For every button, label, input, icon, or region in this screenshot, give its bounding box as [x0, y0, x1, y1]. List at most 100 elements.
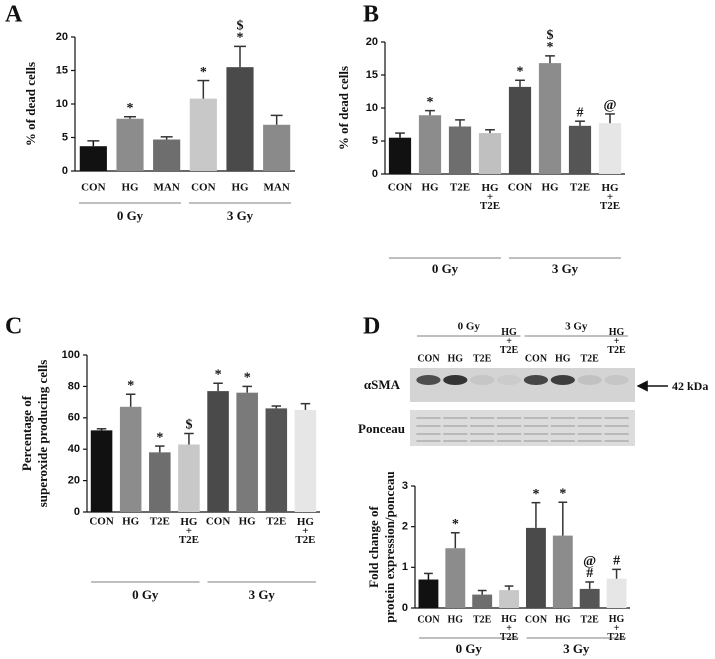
- x-tick-label: T2E: [266, 516, 286, 528]
- blot-band: [496, 375, 522, 385]
- y-tick-label: 20: [366, 36, 378, 48]
- significance-marker: @ #: [583, 554, 596, 581]
- x-tick-label: T2E: [570, 182, 590, 194]
- x-tick-label: CON: [191, 182, 216, 194]
- significance-marker: $ *: [237, 19, 244, 46]
- bar: [472, 594, 493, 608]
- bar: [579, 588, 600, 608]
- x-tick-label: CON: [81, 182, 106, 194]
- y-tick-label: 100: [62, 349, 80, 361]
- bar: [79, 146, 107, 171]
- bar: [598, 123, 622, 174]
- group-label: 3 Gy: [227, 208, 254, 223]
- bar: [116, 118, 144, 171]
- y-axis-label: % of dead cells: [23, 62, 38, 146]
- bar: [552, 535, 573, 608]
- bar: [294, 409, 317, 512]
- blot-band: [443, 375, 468, 385]
- significance-marker: *: [427, 95, 434, 110]
- significance-marker: *: [156, 430, 163, 445]
- y-tick-label: 0: [402, 602, 408, 614]
- panel-label: A: [5, 2, 23, 28]
- blot-row-label: Ponceau: [358, 421, 405, 436]
- y-tick-label: 5: [372, 135, 378, 147]
- x-tick-label: HG: [239, 516, 257, 528]
- blot-lane-label: CON: [417, 353, 440, 364]
- x-tick-label: T2E: [473, 614, 492, 625]
- panel-label: D: [363, 314, 380, 340]
- x-tick-label: HG + T2E: [600, 182, 620, 212]
- x-tick-label: MAN: [264, 182, 290, 194]
- significance-marker: @: [603, 98, 616, 113]
- y-tick-label: 2: [402, 521, 408, 533]
- blot-band: [577, 375, 602, 385]
- blot-lane-label: T2E: [473, 353, 492, 364]
- x-tick-label: T2E: [581, 614, 600, 625]
- y-tick-label: 20: [68, 475, 80, 487]
- group-label: 3 Gy: [552, 261, 579, 276]
- significance-marker: *: [215, 367, 222, 382]
- y-tick-label: 0: [74, 506, 80, 518]
- x-tick-label: CON: [508, 182, 533, 194]
- significance-marker: *: [244, 371, 251, 386]
- group-label: 0 Gy: [117, 208, 144, 223]
- bar: [418, 579, 439, 608]
- group-label: 0 Gy: [432, 261, 459, 276]
- blot-lane-label: T2E: [581, 353, 600, 364]
- y-tick-label: 15: [366, 69, 378, 81]
- blot-band: [550, 375, 575, 385]
- y-tick-label: 10: [56, 98, 68, 110]
- x-tick-label: CON: [89, 516, 114, 528]
- x-tick-label: CON: [417, 614, 440, 625]
- bar: [189, 98, 217, 171]
- group-label: 0 Gy: [132, 587, 159, 602]
- bar: [226, 67, 254, 171]
- significance-marker: *: [200, 65, 207, 80]
- bar: [263, 124, 291, 171]
- bar: [525, 527, 546, 608]
- bar: [478, 133, 502, 174]
- bar: [418, 115, 442, 174]
- blot-lane-label: CON: [525, 353, 548, 364]
- x-tick-label: CON: [525, 614, 548, 625]
- x-tick-label: HG: [121, 182, 139, 194]
- bar: [508, 86, 532, 174]
- bar: [568, 125, 592, 174]
- significance-marker: *: [532, 487, 539, 502]
- y-axis-label: Percentage ofsuperoxide producing cells: [19, 360, 50, 508]
- bar: [606, 578, 627, 608]
- y-tick-label: 20: [56, 31, 68, 43]
- significance-marker: *: [452, 517, 459, 532]
- x-tick-label: HG + T2E: [179, 516, 199, 546]
- bar: [90, 430, 113, 512]
- y-tick-label: 0: [372, 168, 378, 180]
- significance-marker: $ *: [547, 28, 554, 55]
- blot-asma: [410, 368, 635, 402]
- y-tick-label: 3: [402, 480, 408, 492]
- x-tick-label: HG: [231, 182, 249, 194]
- significance-marker: *: [127, 378, 134, 393]
- bar: [445, 548, 466, 608]
- x-tick-label: HG: [541, 182, 559, 194]
- significance-marker: #: [577, 105, 584, 120]
- y-tick-label: 40: [68, 443, 80, 455]
- x-tick-label: HG + T2E: [480, 182, 500, 212]
- y-tick-label: 1: [402, 561, 408, 573]
- significance-marker: #: [613, 554, 620, 569]
- group-label: 3 Gy: [563, 641, 590, 656]
- blot-lane-label: HG + T2E: [500, 327, 519, 356]
- y-axis-label: % of dead cells: [336, 66, 351, 150]
- bar: [265, 408, 288, 512]
- blot-band: [470, 375, 495, 385]
- blot-size-marker: 42 kDa: [672, 379, 708, 393]
- x-tick-label: CON: [388, 182, 413, 194]
- group-label: 0 Gy: [456, 641, 483, 656]
- y-tick-label: 0: [62, 165, 68, 177]
- bar: [499, 590, 520, 608]
- x-tick-label: HG: [555, 614, 571, 625]
- bar: [207, 391, 229, 512]
- bar: [178, 444, 200, 512]
- significance-marker: *: [559, 486, 566, 501]
- blot-lane-label: HG: [555, 353, 571, 364]
